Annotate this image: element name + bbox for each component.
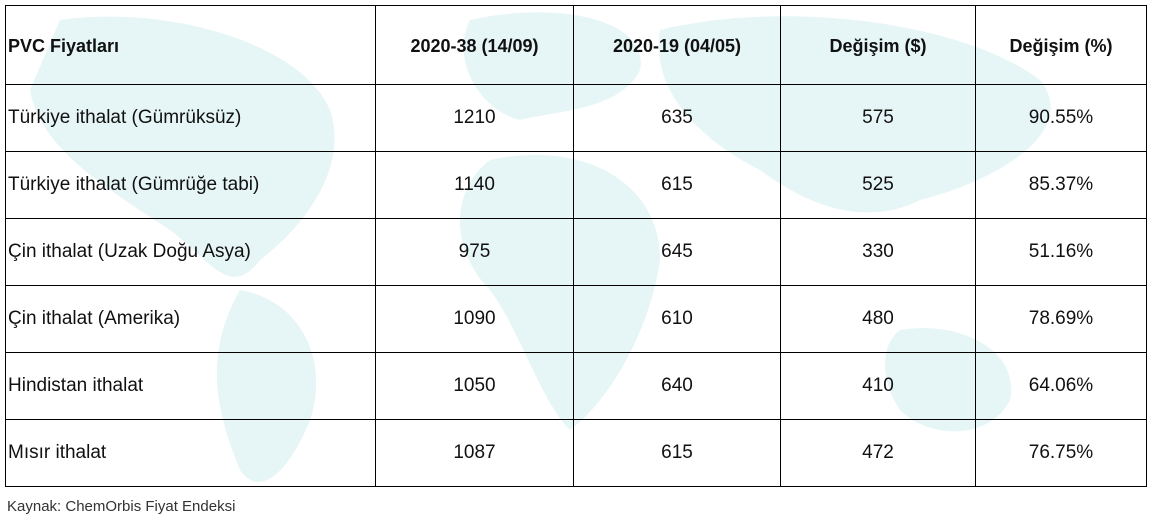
table-cell: Türkiye ithalat (Gümrüksüz) bbox=[5, 84, 376, 152]
table-cell: 1140 bbox=[375, 151, 574, 219]
table-cell: 90.55% bbox=[975, 84, 1147, 152]
table-cell: 635 bbox=[573, 84, 781, 152]
table-cell: 76.75% bbox=[975, 419, 1147, 487]
header-cell: Değişim ($) bbox=[780, 5, 976, 85]
table-cell: 1090 bbox=[375, 285, 574, 353]
source-note: Kaynak: ChemOrbis Fiyat Endeksi bbox=[7, 498, 236, 515]
table-cell: 51.16% bbox=[975, 218, 1147, 286]
table-cell: 610 bbox=[573, 285, 781, 353]
table-cell: 640 bbox=[573, 352, 781, 420]
table-cell: Çin ithalat (Uzak Doğu Asya) bbox=[5, 218, 376, 286]
table-cell: Hindistan ithalat bbox=[5, 352, 376, 420]
table-cell: 85.37% bbox=[975, 151, 1147, 219]
table-cell: 472 bbox=[780, 419, 976, 487]
table-row: Türkiye ithalat (Gümrüğe tabi) 1140 615 525… bbox=[5, 151, 1147, 219]
table-cell: Çin ithalat (Amerika) bbox=[5, 285, 376, 353]
table-row: Mısır ithalat 1087 615 472 76.75% bbox=[5, 419, 1147, 487]
table-row: Çin ithalat (Uzak Doğu Asya) 975 645 330 51.… bbox=[5, 218, 1147, 286]
table-cell: 615 bbox=[573, 419, 781, 487]
header-row: PVC Fiyatları 2020-38 (14/09) 2020-19 (04/… bbox=[5, 5, 1147, 85]
header-cell: 2020-38 (14/09) bbox=[375, 5, 574, 85]
table-cell: 330 bbox=[780, 218, 976, 286]
header-cell: PVC Fiyatları bbox=[5, 5, 376, 85]
table-cell: 525 bbox=[780, 151, 976, 219]
price-table: PVC Fiyatları 2020-38 (14/09) 2020-19 (04/… bbox=[5, 5, 1147, 487]
table-cell: 410 bbox=[780, 352, 976, 420]
table-cell: 975 bbox=[375, 218, 574, 286]
table-row: Türkiye ithalat (Gümrüksüz) 1210 635 575 90.… bbox=[5, 84, 1147, 152]
table-cell: 575 bbox=[780, 84, 976, 152]
table-cell: 64.06% bbox=[975, 352, 1147, 420]
table-cell: 1087 bbox=[375, 419, 574, 487]
table-row: Çin ithalat (Amerika) 1090 610 480 78.69% bbox=[5, 285, 1147, 353]
table-cell: 78.69% bbox=[975, 285, 1147, 353]
table-cell: 1050 bbox=[375, 352, 574, 420]
table-cell: Türkiye ithalat (Gümrüğe tabi) bbox=[5, 151, 376, 219]
header-cell: Değişim (%) bbox=[975, 5, 1147, 85]
table-cell: 480 bbox=[780, 285, 976, 353]
table-cell: 645 bbox=[573, 218, 781, 286]
header-cell: 2020-19 (04/05) bbox=[573, 5, 781, 85]
table-cell: 615 bbox=[573, 151, 781, 219]
table-row: Hindistan ithalat 1050 640 410 64.06% bbox=[5, 352, 1147, 420]
table-cell: Mısır ithalat bbox=[5, 419, 376, 487]
table-cell: 1210 bbox=[375, 84, 574, 152]
